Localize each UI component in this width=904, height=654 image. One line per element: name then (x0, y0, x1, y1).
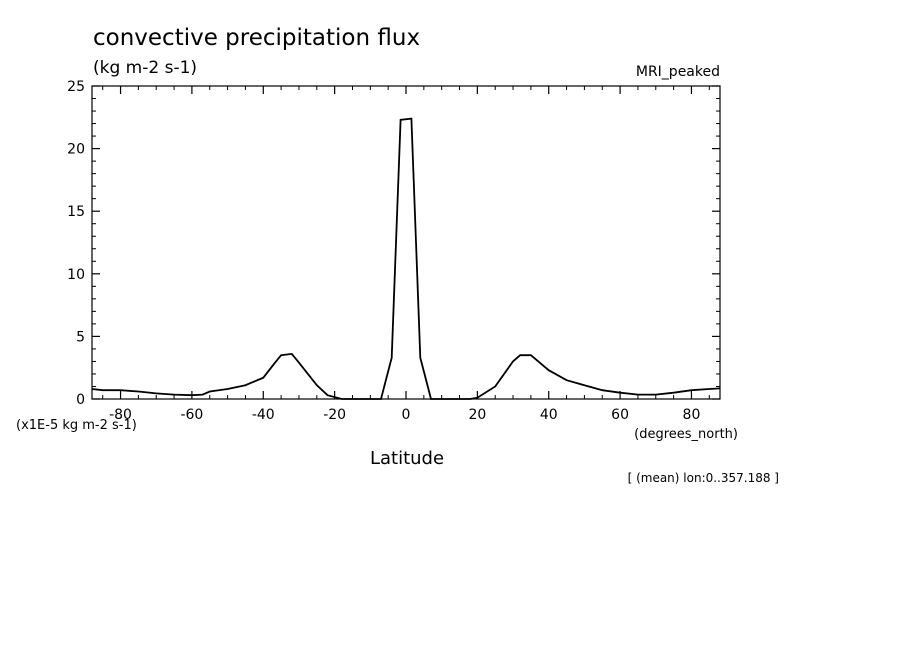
y-tick-label: 25 (67, 79, 85, 95)
units-label: (kg m-2 s-1) (93, 58, 197, 78)
x-tick-label: -20 (323, 407, 346, 423)
series-layer (91, 117, 721, 400)
x-tick-label: 0 (402, 407, 411, 423)
x-axis-tick-labels: -80 -60 -40 -20 0 20 40 60 80 (109, 407, 700, 423)
y-tick-label: 0 (76, 392, 85, 408)
x-tick-label: 80 (683, 407, 701, 423)
y-tick-label: 10 (67, 267, 85, 283)
y-tick-label: 15 (67, 204, 85, 220)
chart-title: convective precipitation flux (93, 25, 420, 51)
footnote: [ (mean) lon:0..357.188 ] (628, 471, 779, 485)
x-tick-label: 40 (540, 407, 558, 423)
x-tick-label: 60 (611, 407, 629, 423)
y-tick-label: 5 (76, 329, 85, 345)
x-tick-label: -80 (109, 407, 132, 423)
series-line-0 (91, 117, 721, 400)
model-label: MRI_peaked (636, 64, 720, 80)
y-tick-label: 20 (67, 142, 85, 158)
x-axis-label: Latitude (370, 448, 444, 469)
x-unit-label: (degrees_north) (634, 427, 738, 442)
y-axis-ticks (92, 85, 720, 400)
y-axis-tick-labels: 0 5 10 15 20 25 (67, 79, 85, 408)
x-tick-label: -60 (180, 407, 203, 423)
x-tick-label: -40 (252, 407, 275, 423)
x-axis-ticks (102, 86, 710, 399)
y-scale-label: (x1E-5 kg m-2 s-1) (16, 418, 137, 433)
x-tick-label: 20 (468, 407, 486, 423)
plot-frame (91, 85, 721, 400)
